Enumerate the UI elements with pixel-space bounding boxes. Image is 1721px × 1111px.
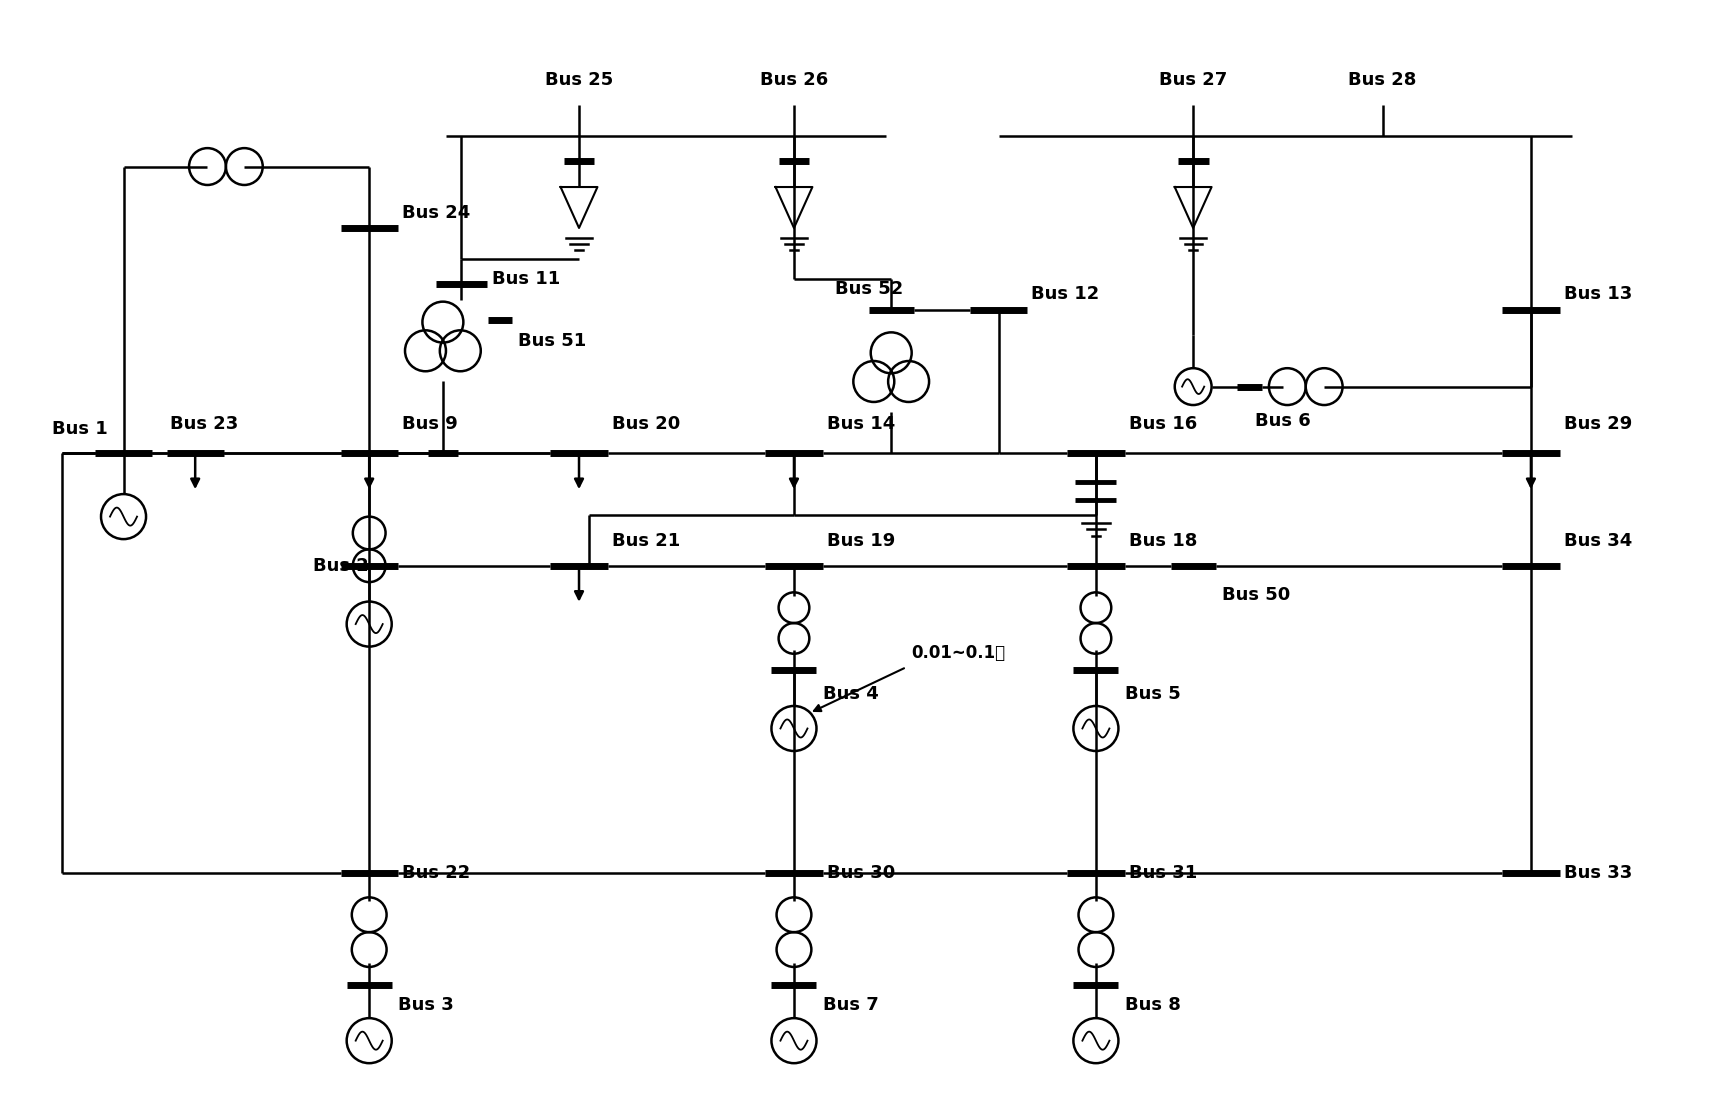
Text: Bus 27: Bus 27 (1158, 70, 1227, 89)
Text: Bus 8: Bus 8 (1124, 995, 1181, 1013)
Text: Bus 9: Bus 9 (403, 414, 458, 432)
Text: Bus 18: Bus 18 (1129, 532, 1198, 550)
Text: Bus 1: Bus 1 (52, 420, 108, 438)
Text: Bus 11: Bus 11 (492, 270, 561, 288)
Text: Bus 16: Bus 16 (1129, 414, 1196, 432)
Text: Bus 34: Bus 34 (1564, 532, 1632, 550)
Text: Bus 21: Bus 21 (611, 532, 680, 550)
Text: Bus 12: Bus 12 (1031, 286, 1100, 303)
Text: Bus 51: Bus 51 (518, 331, 585, 350)
Text: Bus 3: Bus 3 (398, 995, 454, 1013)
Text: Bus 13: Bus 13 (1564, 286, 1632, 303)
Text: Bus 14: Bus 14 (826, 414, 895, 432)
Text: Bus 33: Bus 33 (1564, 864, 1632, 882)
Text: Bus 26: Bus 26 (761, 70, 828, 89)
Text: Bus 19: Bus 19 (826, 532, 895, 550)
Text: Bus 22: Bus 22 (403, 864, 470, 882)
Text: Bus 24: Bus 24 (403, 203, 470, 221)
Text: Bus 50: Bus 50 (1222, 587, 1291, 604)
Text: Bus 25: Bus 25 (546, 70, 613, 89)
Text: Bus 28: Bus 28 (1348, 70, 1416, 89)
Text: Bus 20: Bus 20 (611, 414, 680, 432)
Text: Bus 30: Bus 30 (826, 864, 895, 882)
Text: Bus 29: Bus 29 (1564, 414, 1632, 432)
Text: Bus 7: Bus 7 (823, 995, 878, 1013)
Text: Bus 52: Bus 52 (835, 280, 904, 299)
Text: Bus 6: Bus 6 (1255, 412, 1310, 430)
Text: Bus 23: Bus 23 (170, 414, 237, 432)
Text: Bus 4: Bus 4 (823, 685, 878, 703)
Text: Bus 31: Bus 31 (1129, 864, 1196, 882)
Text: 0.01~0.1秒: 0.01~0.1秒 (912, 644, 1005, 662)
Text: Bus 5: Bus 5 (1124, 685, 1181, 703)
Text: Bus 2: Bus 2 (313, 557, 368, 574)
